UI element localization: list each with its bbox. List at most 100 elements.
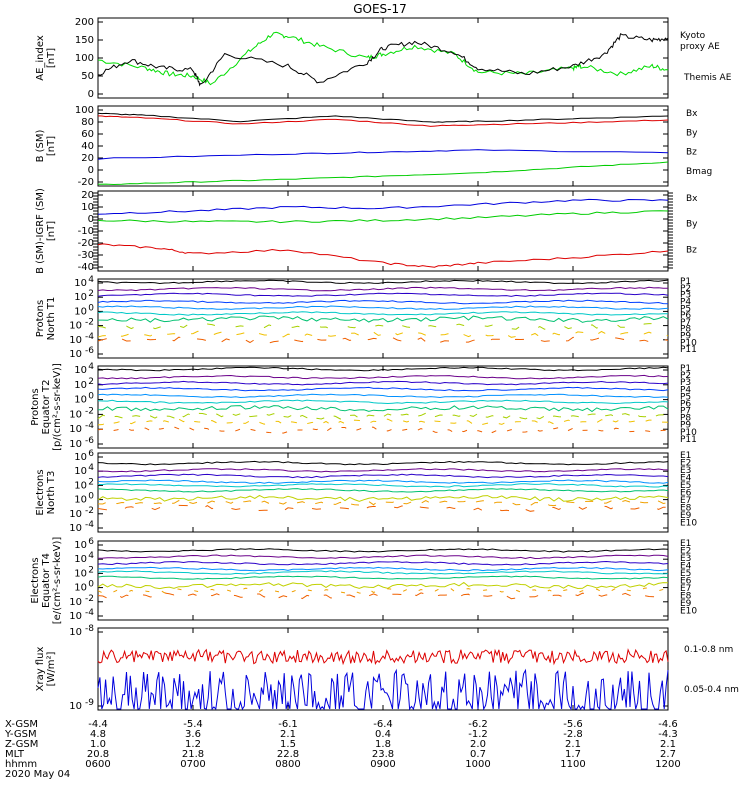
flux-line-e5 (97, 570, 669, 575)
y-axis-label: [e/(cm²-s-sr-keV)] (52, 537, 63, 625)
flux-line-p3 (97, 292, 669, 297)
flux-line-e9 (97, 592, 668, 600)
ephem-value: 1100 (560, 759, 585, 770)
legend-e8: E8 (680, 592, 692, 602)
flux-line-e7 (97, 581, 669, 590)
panel-2 (97, 105, 669, 187)
y-tick-exponent: 6 (88, 449, 94, 459)
flux-line-e8 (97, 499, 669, 507)
flux-line-p6 (97, 311, 669, 316)
legend-p2: P2 (680, 371, 691, 381)
y-tick-label: 80 (81, 117, 94, 128)
y-tick-label: 200 (75, 17, 94, 28)
legend-entry: By (686, 128, 698, 138)
legend-p5: P5 (680, 304, 691, 314)
panel-frame (97, 190, 669, 272)
xray-line-1 (97, 668, 669, 711)
legend-p5: P5 (680, 392, 691, 402)
ephem-value: 1000 (465, 759, 490, 770)
flux-line-p3 (97, 380, 669, 386)
y-axis-label: B (SM) (35, 129, 46, 162)
flux-line-e2 (98, 468, 669, 473)
ephem-value: 2.7 (660, 749, 676, 760)
legend-e7: E7 (680, 496, 691, 506)
legend-e3: E3 (680, 466, 691, 476)
legend-p7: P7 (680, 318, 691, 328)
y-tick-exponent: -4 (85, 608, 94, 618)
ephem-value: 0600 (85, 759, 110, 770)
y-axis-label: Protons (35, 300, 46, 337)
legend-e2: E2 (680, 547, 691, 557)
y-axis-label: [W/m²] (46, 651, 57, 686)
flux-line-e1 (97, 460, 669, 466)
legend-p4: P4 (680, 385, 691, 395)
y-tick-label: 10 (74, 568, 87, 579)
y-tick-exponent: 0 (88, 492, 94, 502)
y-tick-label: 10 (74, 395, 87, 406)
flux-line-e6 (97, 488, 669, 493)
ephem-value: 1.2 (185, 739, 201, 750)
panel-6 (97, 452, 669, 533)
legend-p10: P10 (680, 428, 697, 438)
ephem-value: 23.8 (372, 749, 394, 760)
y-tick-label: 10 (74, 554, 87, 565)
y-tick-label: 0 (88, 214, 94, 225)
y-tick-exponent: -2 (85, 594, 94, 604)
ephem-value: 0900 (370, 759, 395, 770)
panel-1 (97, 17, 669, 99)
flux-line-p4 (97, 386, 669, 392)
legend-e4: E4 (680, 474, 692, 484)
legend-themis-ae: Themis AE (683, 73, 732, 83)
ephem-value: -2.8 (563, 729, 583, 740)
y-axis-label: North T3 (46, 471, 57, 515)
y-tick-label: 20 (81, 190, 94, 201)
panel-5 (97, 365, 669, 449)
flux-line-p5 (97, 305, 669, 310)
legend-e1: E1 (680, 451, 691, 461)
legend-e10: E10 (680, 519, 697, 529)
ephem-value: 4.8 (90, 729, 106, 740)
y-tick-label: 10 (74, 480, 87, 491)
y-tick-exponent: 2 (88, 565, 94, 575)
y-axis-label: Electrons (35, 469, 46, 515)
ephem-value: 0.7 (470, 749, 486, 760)
y-tick-label: 10 (69, 523, 82, 534)
flux-line-p5 (97, 393, 669, 399)
ephem-value: -4.6 (658, 719, 678, 730)
y-tick-label: 10 (69, 335, 82, 346)
y-tick-label: -20 (78, 238, 94, 249)
legend-e10: E10 (680, 607, 697, 617)
legend-p11: P11 (680, 345, 697, 355)
series-line-bmag (97, 112, 669, 123)
y-tick-label: 10 (74, 365, 87, 376)
y-tick-label: 10 (74, 452, 87, 463)
y-tick-exponent: 4 (88, 463, 94, 473)
ephem-value: -4.4 (88, 719, 108, 730)
y-tick-label: 10 (74, 583, 87, 594)
ephem-value: 2.1 (565, 739, 581, 750)
y-tick-label: 150 (75, 35, 94, 46)
ephem-value: -5.4 (183, 719, 203, 730)
flux-line-p2 (97, 374, 669, 380)
ephem-row-label: X-GSM (5, 719, 38, 730)
flux-line-e6 (97, 575, 669, 580)
legend-p3: P3 (680, 378, 691, 388)
panel-frame (97, 365, 669, 449)
ephem-value: 0700 (180, 759, 205, 770)
y-tick-exponent: 4 (88, 275, 94, 285)
legend-e3: E3 (680, 554, 691, 564)
panel-frame (97, 540, 669, 621)
ephem-value: 1.7 (565, 749, 581, 760)
y-tick-label: -40 (78, 262, 94, 273)
xray-line-0 (97, 648, 669, 666)
legend-e8: E8 (680, 504, 692, 514)
y-tick-exponent: -2 (85, 318, 94, 328)
ephem-value: 22.8 (277, 749, 299, 760)
flux-line-p9 (97, 330, 669, 338)
y-tick-label: 60 (81, 129, 94, 140)
legend-p6: P6 (680, 399, 691, 409)
y-axis-label: Protons (30, 388, 41, 425)
y-tick-label: 10 (69, 701, 82, 712)
